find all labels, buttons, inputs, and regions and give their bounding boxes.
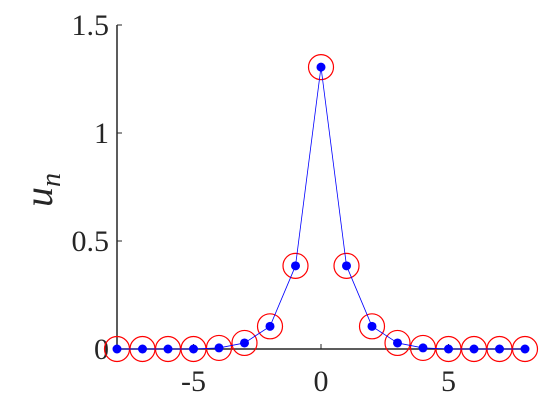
- series-line: [117, 67, 525, 350]
- y-label-main: u: [16, 187, 61, 207]
- y-tick-label: 1.5: [72, 9, 110, 42]
- x-tick-label: -5: [181, 365, 206, 398]
- point: [393, 338, 402, 348]
- point: [367, 321, 377, 331]
- point: [265, 321, 275, 331]
- y-tick-label: 1: [94, 117, 109, 150]
- point: [189, 344, 198, 354]
- point: [418, 343, 428, 353]
- point-circle: [231, 329, 258, 357]
- point: [316, 62, 326, 72]
- point-circle: [256, 313, 284, 340]
- point-circle: [333, 252, 360, 279]
- point-circle: [282, 252, 309, 279]
- point-circle: [384, 329, 411, 357]
- point: [495, 344, 504, 354]
- point: [291, 261, 300, 271]
- y-tick-label: 0: [94, 333, 109, 366]
- point: [112, 344, 122, 354]
- point: [163, 344, 173, 354]
- y-label-sub: n: [36, 173, 67, 187]
- x-tick-label: 0: [314, 365, 329, 398]
- point: [214, 343, 224, 353]
- point: [342, 261, 351, 271]
- point: [138, 344, 147, 354]
- point-circle: [358, 313, 386, 340]
- y-tick-label: 0.5: [72, 225, 110, 258]
- point: [520, 344, 530, 354]
- point-circle: [205, 334, 233, 362]
- point: [240, 338, 249, 348]
- point-circle: [307, 54, 335, 81]
- y-axis-label: un: [16, 173, 67, 207]
- point: [469, 344, 479, 354]
- point: [444, 344, 453, 354]
- x-tick-label: 5: [441, 365, 456, 398]
